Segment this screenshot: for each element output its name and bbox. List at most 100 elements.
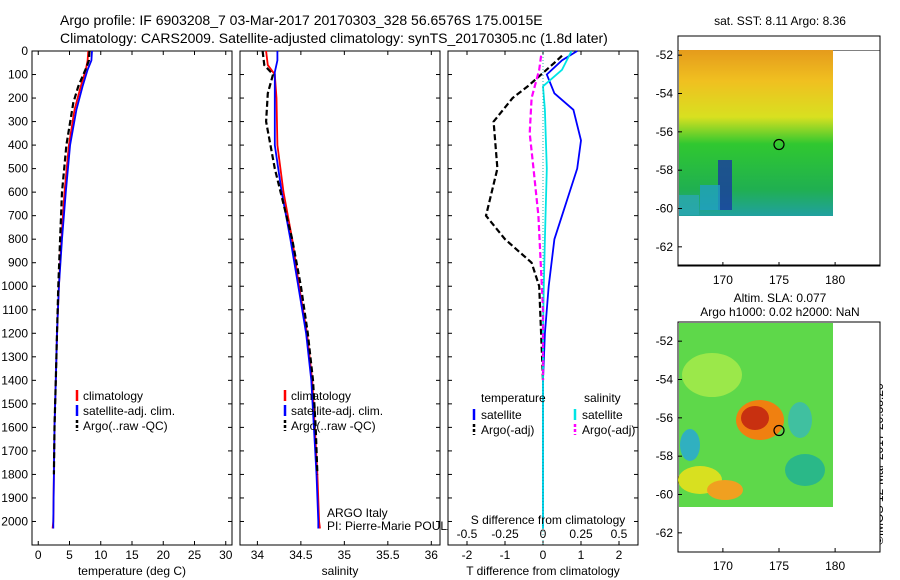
series-line-2 [52, 50, 91, 475]
x-tick-label: 25 [188, 548, 202, 562]
x-tick-label: 10 [94, 548, 108, 562]
map-y-tick-label: -58 [656, 163, 674, 177]
map-x-tick-label: 170 [713, 273, 733, 287]
x-axis-label: temperature (deg C) [78, 564, 186, 578]
x-tick-label: 36 [425, 548, 439, 562]
s-tick-label: 0.25 [569, 527, 593, 541]
map-y-tick-label: -62 [656, 526, 674, 540]
sst-cold-patch [679, 160, 732, 215]
x-tick-label: 0 [540, 548, 547, 562]
x-tick-label: 35.5 [376, 548, 400, 562]
y-tick-label: 1100 [2, 303, 28, 317]
y-tick-label: 1600 [1, 420, 28, 434]
s-tick-label: 0.5 [611, 527, 628, 541]
map-x-tick-label: 180 [825, 559, 845, 573]
map-y-tick-label: -54 [656, 87, 674, 101]
salinity-profile-panel: 34 34.5 35 35.5 36 salinity climatologysatelli… [239, 50, 467, 578]
map-x-tick-label: 175 [769, 559, 789, 573]
y-tick-label: 1800 [1, 467, 28, 481]
y-tick-label: 2000 [1, 514, 28, 528]
y-tick-label: 700 [8, 209, 28, 223]
x-tick-label: 35 [338, 548, 352, 562]
map-y-tick-label: -60 [656, 488, 674, 502]
sla-anomaly-blobs [678, 353, 825, 500]
plot-frame [239, 50, 441, 546]
series-line-0 [542, 50, 582, 529]
legend-label: satellite [582, 408, 623, 422]
y-tick-label: 1300 [1, 350, 28, 364]
y-tick-label: 1000 [1, 279, 28, 293]
x-axis-label: T difference from climatology [466, 564, 620, 578]
x-tick-label: -2 [462, 548, 473, 562]
y-tick-label: 200 [8, 91, 28, 105]
x-tick-label: 34 [251, 548, 265, 562]
series-line-1 [484, 54, 563, 381]
x-axis-label: salinity [322, 564, 359, 578]
y-tick-label: 900 [8, 256, 28, 270]
series-line-1 [52, 50, 93, 529]
legend-label: satellite-adj. clim. [83, 404, 175, 418]
legend-label: satellite [481, 408, 522, 422]
legend-label: Argo(-adj) [481, 423, 534, 437]
legend-label: Argo(..raw -QC) [83, 419, 168, 433]
sla-map-panel: Altim. SLA: 0.077 Argo h1000: 0.02 h2000… [656, 291, 881, 573]
y-tick-label: 1500 [1, 397, 28, 411]
map-y-tick-label: -58 [656, 449, 674, 463]
x-tick-label: 5 [66, 548, 73, 562]
legend-label: Argo(..raw -QC) [291, 419, 376, 433]
y-tick-label: 1200 [1, 326, 28, 340]
x-tick-label: 30 [219, 548, 233, 562]
plot-frame [31, 50, 233, 546]
x-tick-label: -1 [500, 548, 511, 562]
y-tick-label: 1700 [1, 444, 28, 458]
y-tick-label: 500 [8, 162, 28, 176]
sla-map-title-line1: Altim. SLA: 0.077 [734, 291, 827, 305]
y-tick-label: 0 [21, 44, 28, 58]
s-difference-label: S difference from climatology [471, 513, 626, 527]
s-tick-label: 0 [540, 527, 547, 541]
temperature-profile-panel: 0 5 10 15 20 25 300100200300400500600700800900… [1, 44, 232, 578]
x-tick-label: 34.5 [289, 548, 313, 562]
sst-map-panel: sat. SST: 8.11 Argo: 8.36 170 175 180 -52 -5… [656, 14, 881, 287]
map-y-tick-label: -60 [656, 202, 674, 216]
series-line-3 [528, 55, 545, 381]
legend-label: climatology [291, 389, 351, 403]
map-x-tick-label: 175 [769, 273, 789, 287]
series-line-2 [261, 50, 319, 475]
x-tick-label: 20 [157, 548, 171, 562]
float-pi: PI: Pierre-Marie POULAIN [327, 519, 467, 533]
map-y-tick-label: -62 [656, 240, 674, 254]
y-tick-label: 400 [8, 138, 28, 152]
map-x-tick-label: 170 [713, 559, 733, 573]
map-y-tick-label: -54 [656, 373, 674, 387]
y-tick-label: 300 [8, 115, 28, 129]
legend-label: climatology [83, 389, 143, 403]
x-tick-label: 15 [125, 548, 139, 562]
map-y-tick-label: -56 [656, 411, 674, 425]
legend-head-temperature: temperature [481, 391, 546, 405]
legend-label: satellite-adj. clim. [291, 404, 383, 418]
y-tick-label: 1400 [1, 373, 28, 387]
figure-title-line1: Argo profile: IF 6903208_7 03-Mar-2017 2… [60, 12, 543, 28]
s-tick-label: -0.5 [457, 527, 478, 541]
map-y-tick-label: -52 [656, 48, 674, 62]
map-y-tick-label: -56 [656, 125, 674, 139]
y-tick-label: 1900 [1, 491, 28, 505]
sla-map-title-line2: Argo h1000: 0.02 h2000: NaN [700, 305, 859, 319]
y-tick-label: 800 [8, 232, 28, 246]
float-owner: ARGO Italy [327, 506, 388, 520]
s-tick-label: -0.25 [491, 527, 519, 541]
figure-title-line2: Climatology: CARS2009. Satellite-adjuste… [60, 30, 608, 46]
map-x-tick-label: 180 [825, 273, 845, 287]
sla-argo-location-marker [773, 424, 785, 437]
legend-label: Argo(-adj) [582, 423, 635, 437]
difference-profile-panel: -2 -1 0 1 2 T difference from climatology temp… [447, 50, 639, 578]
y-tick-label: 100 [8, 68, 28, 82]
x-tick-label: 1 [578, 548, 585, 562]
x-tick-label: 0 [35, 548, 42, 562]
map-y-tick-label: -52 [656, 334, 674, 348]
legend-head-salinity: salinity [584, 391, 621, 405]
x-tick-label: 2 [616, 548, 623, 562]
y-tick-label: 600 [8, 185, 28, 199]
